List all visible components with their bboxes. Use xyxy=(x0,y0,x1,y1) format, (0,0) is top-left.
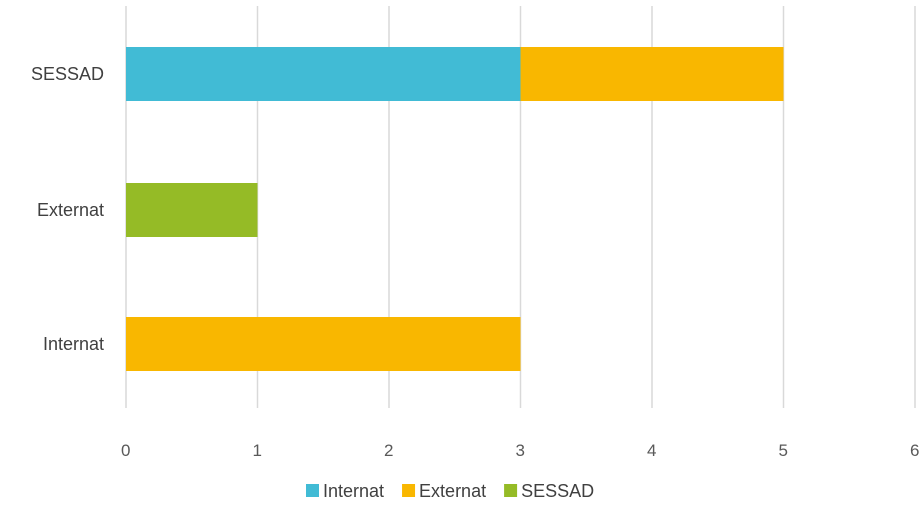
x-tick-label-1: 1 xyxy=(253,441,262,460)
legend-label-internat: Internat xyxy=(323,481,384,501)
x-tick-label-5: 5 xyxy=(779,441,788,460)
category-labels: Internat Externat SESSAD xyxy=(31,64,104,354)
legend-swatch-sessad xyxy=(504,484,518,497)
legend-swatch-externat xyxy=(402,484,416,497)
bar-sessad-externat xyxy=(520,47,784,101)
x-tick-label-4: 4 xyxy=(647,441,656,460)
legend: Internat Externat SESSAD xyxy=(306,481,594,501)
bar-internat-externat xyxy=(126,317,521,371)
x-axis-ticks: 0 1 2 3 4 5 6 xyxy=(121,441,919,460)
bars xyxy=(126,47,784,371)
category-label-externat: Externat xyxy=(37,200,104,220)
legend-label-externat: Externat xyxy=(419,481,486,501)
bar-sessad-internat xyxy=(126,47,521,101)
category-label-sessad: SESSAD xyxy=(31,64,104,84)
x-tick-label-3: 3 xyxy=(516,441,525,460)
x-tick-label-6: 6 xyxy=(910,441,919,460)
legend-label-sessad: SESSAD xyxy=(521,481,594,501)
x-tick-label-2: 2 xyxy=(384,441,393,460)
x-tick-label-0: 0 xyxy=(121,441,130,460)
category-label-internat: Internat xyxy=(43,334,104,354)
legend-swatch-internat xyxy=(306,484,319,497)
bar-externat-sessad xyxy=(126,183,258,237)
